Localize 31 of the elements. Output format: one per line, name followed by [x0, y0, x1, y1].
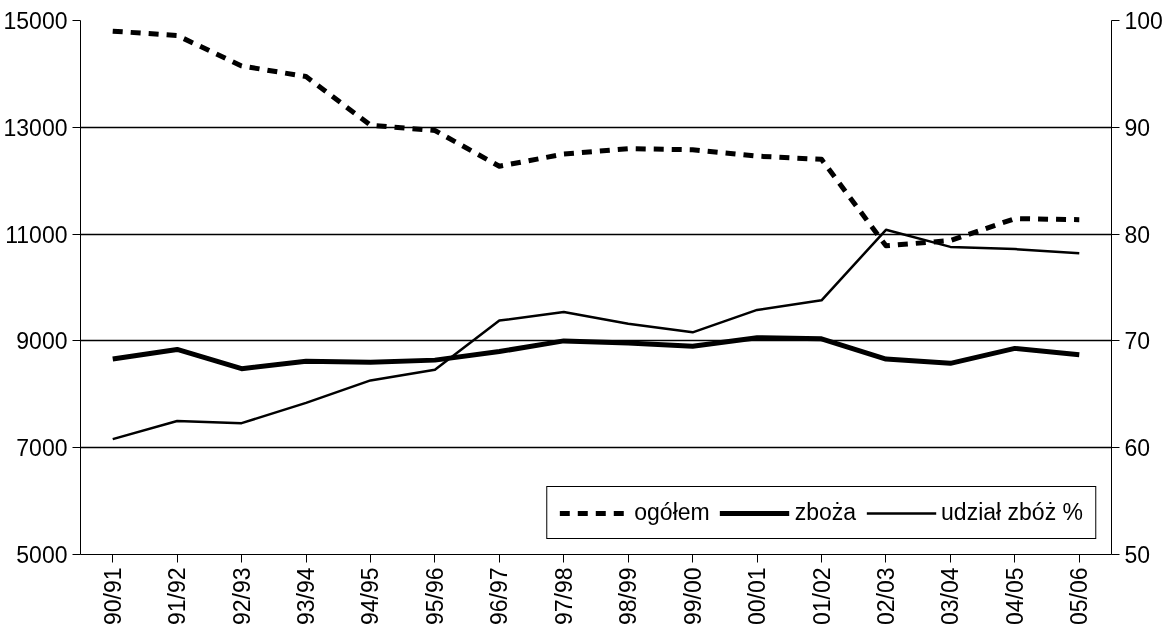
- y-tick-label: 9000: [16, 328, 68, 355]
- x-tick-label: 00/01: [744, 567, 771, 626]
- y2-tick-label: 90: [1124, 114, 1151, 141]
- legend-label: udział zbóż %: [941, 499, 1083, 526]
- x-tick-label: 99/00: [679, 567, 706, 626]
- y-tick-label: 7000: [16, 435, 68, 462]
- y-tick-label: 5000: [16, 542, 68, 568]
- x-tick-label: 04/05: [1001, 567, 1028, 626]
- x-tick-label: 96/97: [486, 567, 513, 626]
- legend-label: zboża: [794, 499, 857, 526]
- x-tick-label: 98/99: [615, 567, 642, 626]
- y2-tick-label: 100: [1124, 8, 1163, 34]
- x-tick-label: 95/96: [421, 567, 448, 626]
- y2-tick-label: 70: [1124, 328, 1151, 355]
- x-tick-label: 01/02: [808, 567, 835, 626]
- y2-tick-label: 80: [1124, 221, 1151, 248]
- y-tick-label: 11000: [5, 221, 68, 248]
- x-tick-label: 91/92: [164, 567, 191, 626]
- x-tick-label: 05/06: [1066, 567, 1093, 626]
- y-tick-label: 15000: [3, 8, 68, 34]
- y2-tick-label: 50: [1124, 542, 1151, 568]
- y-tick-label: 13000: [3, 114, 68, 141]
- x-tick-label: 90/91: [99, 567, 126, 626]
- x-tick-label: 97/98: [550, 567, 577, 626]
- x-tick-label: 93/94: [293, 567, 320, 626]
- x-tick-label: 02/03: [872, 567, 899, 626]
- y2-tick-label: 60: [1124, 435, 1151, 462]
- x-tick-label: 94/95: [357, 567, 384, 626]
- legend-label: ogółem: [634, 499, 710, 526]
- x-tick-label: 92/93: [228, 567, 255, 626]
- x-tick-label: 03/04: [937, 567, 964, 626]
